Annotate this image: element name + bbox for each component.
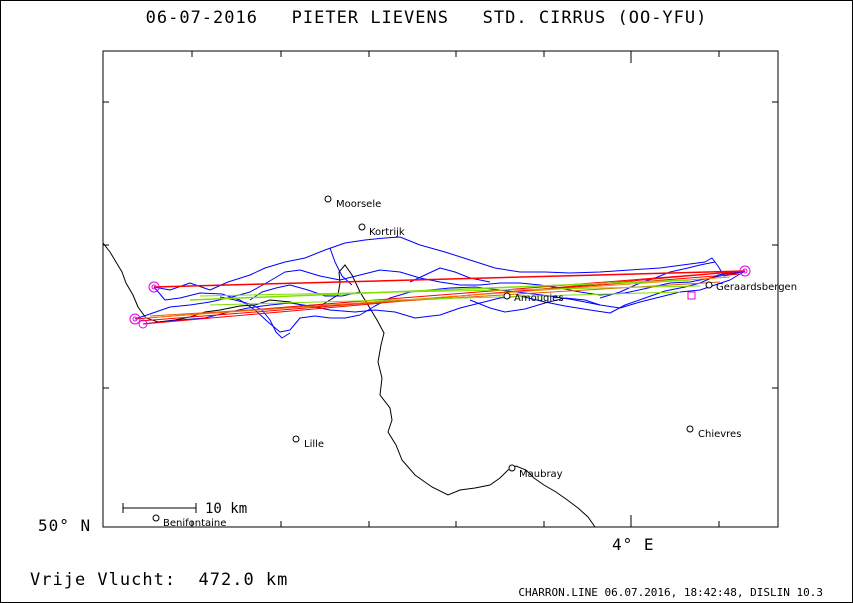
place-label: Maubray [519,469,563,480]
blue-track-5 [249,284,361,301]
place-marker [503,292,511,300]
green-leg-2 [209,291,681,306]
red-task-leg-0 [153,270,746,288]
place-marker [292,435,300,443]
place-label: Lille [304,439,324,450]
flight-tracks [134,236,746,339]
place-geraardsbergen: Geraardsbergen [705,281,797,293]
blue-track-0 [153,236,746,291]
place-label: Geraardsbergen [716,282,797,293]
tick-marks [103,51,778,527]
blue-track-4 [219,296,291,339]
place-marker [152,514,160,522]
blue-track-6 [469,297,601,313]
place-label: Kortrijk [369,227,405,238]
country-border [102,242,596,528]
place-amougies: Amougies [503,292,564,304]
place-label: Chievres [698,429,741,440]
place-marker [324,195,332,203]
place-chievres: Chievres [686,425,741,440]
chart-title: 06-07-2016 PIETER LIEVENS STD. CIRRUS (O… [145,8,708,28]
green-leg-1 [199,285,701,297]
lon-axis-label: 4° E [612,535,655,554]
scale-bar-label: 10 km [205,501,247,517]
lat-axis-label: 50° N [38,516,92,535]
green-leg-0 [189,279,691,301]
place-marker [686,425,694,433]
place-marker [358,223,366,231]
scale-bar [122,503,197,513]
place-moorsele: Moorsele [324,195,381,210]
place-benifontaine: Benifontaine [152,514,226,529]
place-kortrijk: Kortrijk [358,223,405,238]
credit-line: CHARRON.LINE 06.07.2016, 18:42:48, DISLI… [518,586,823,599]
place-lille: Lille [292,435,324,450]
place-label: Amougies [514,293,564,304]
blue-track-7 [599,261,716,299]
blue-track-8 [329,247,353,286]
place-label: Moorsele [336,199,381,210]
place-marker [508,464,516,472]
blue-track-1 [153,270,746,333]
place-label: Benifontaine [163,518,226,529]
orange-task-leg-0 [144,276,731,319]
place-marker [705,281,713,289]
distance-summary: Vrije Vlucht: 472.0 km [30,570,289,590]
plot-border [102,50,779,528]
turnpoint-markers [129,265,751,329]
place-maubray: Maubray [508,464,563,480]
blue-track-3 [142,270,746,325]
